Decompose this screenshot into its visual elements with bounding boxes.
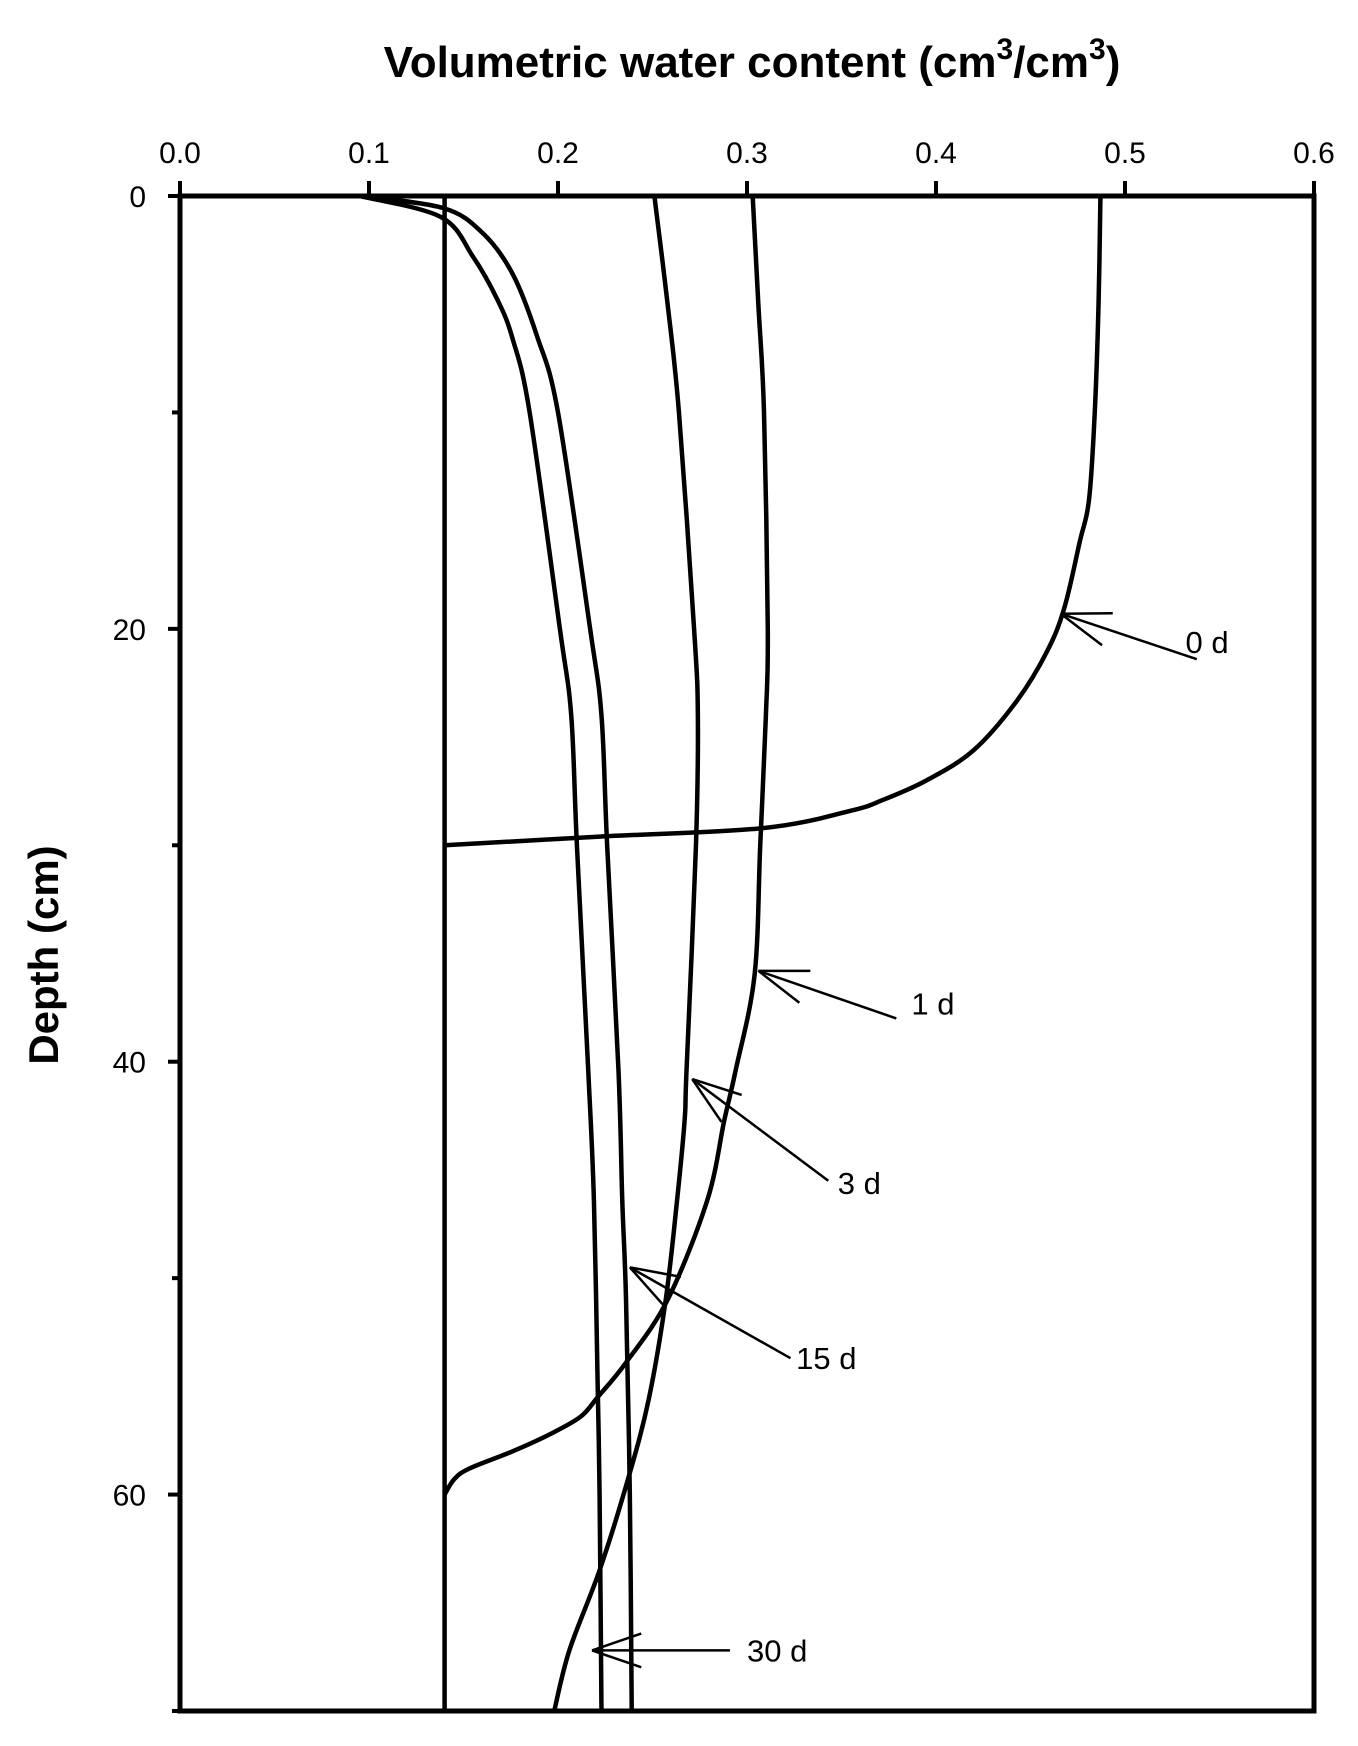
chart-title: Volumetric water content (cm3/cm3): [384, 33, 1121, 87]
arrow-head: [629, 1266, 682, 1279]
arrow-line: [629, 1266, 792, 1360]
arrow-line: [691, 1078, 830, 1182]
x-tick-label: 0.2: [537, 137, 579, 170]
x-axis-ticks: 0.0 0.1 0.2 0.3 0.4 0.5 0.6: [159, 137, 1335, 196]
plot-border: [177, 193, 1317, 1714]
arrow-head: [691, 1078, 723, 1123]
arrow-head: [1059, 612, 1103, 647]
annotation-3-d: 3 d: [691, 1077, 881, 1201]
series-15-d: [359, 193, 634, 1712]
series-30-d: [358, 193, 604, 1712]
x-tick-label: 0.3: [726, 137, 768, 170]
arrow-head: [757, 969, 801, 1004]
annotation-30-d: 30 d: [591, 1632, 807, 1669]
annotation-label: 15 d: [796, 1341, 856, 1376]
annotation-15-d: 15 d: [628, 1266, 856, 1376]
x-tick-label: 0.1: [348, 137, 390, 170]
arrow-head: [591, 1649, 642, 1669]
x-tick-label: 0.6: [1293, 137, 1335, 170]
annotation-label: 1 d: [911, 986, 954, 1021]
arrow-line: [1060, 612, 1198, 661]
y-tick-label: 60: [113, 1480, 146, 1513]
plot-frame: [177, 193, 1317, 1714]
annotation-1-d: 1 d: [757, 969, 955, 1021]
curve-annotations: 0 d 1 d 3 d 15 d 30 d: [591, 612, 1229, 1669]
series-3-d: [552, 195, 701, 1712]
y-tick-label: 0: [129, 181, 146, 214]
y-axis-ticks: 0 20 40 60: [113, 181, 180, 1713]
arrow-head: [628, 1266, 666, 1308]
arrow-head: [691, 1077, 743, 1097]
y-tick-label: 20: [113, 614, 146, 647]
annotation-label: 3 d: [838, 1166, 881, 1201]
arrow-line: [757, 969, 897, 1020]
series-1-d: [442, 195, 771, 1496]
x-tick-label: 0.4: [915, 137, 957, 170]
data-series: [358, 193, 1103, 1712]
x-tick-label: 0.0: [159, 137, 201, 170]
y-tick-label: 40: [113, 1047, 146, 1080]
series-0-d: [444, 195, 1103, 848]
annotation-label: 0 d: [1185, 625, 1228, 660]
annotation-0-d: 0 d: [1059, 612, 1229, 661]
x-tick-label: 0.5: [1104, 137, 1146, 170]
annotation-label: 30 d: [747, 1633, 807, 1668]
arrow-head: [591, 1632, 642, 1652]
y-axis-label: Depth (cm): [20, 845, 67, 1064]
